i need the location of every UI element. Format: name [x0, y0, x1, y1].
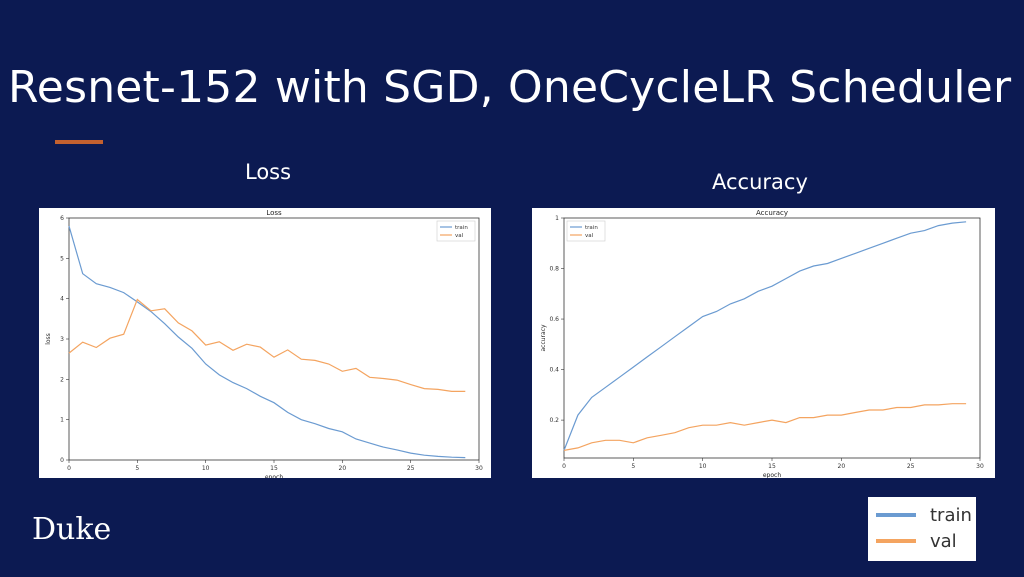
loss-legend-box — [436, 220, 476, 242]
accuracy-legend-box — [566, 220, 606, 242]
accuracy-plot-frame — [563, 217, 981, 459]
loss-chart: Loss epoch loss 0 5 10 15 20 25 30 0 1 2 3 4 5 6 train val — [45, 209, 483, 478]
accuracy-x-axis-label: epoch — [763, 472, 781, 478]
loss-x-tick-label: 20 — [339, 465, 347, 472]
loss-y-tick-label: 2 — [60, 376, 64, 383]
loss-y-tick-label: 4 — [60, 296, 64, 303]
accuracy-y-tick-label: 0.4 — [549, 367, 559, 374]
loss-plot-frame — [68, 217, 480, 461]
loss-y-tick-label: 5 — [60, 255, 64, 262]
title-accent-bar — [55, 140, 103, 144]
accuracy-chart: Accuracy epoch accuracy 0 5 10 15 20 25 30 0.2 0.4 0… — [540, 209, 984, 478]
accuracy-y-tick-label: 0.6 — [549, 316, 559, 323]
loss-x-tick-label: 15 — [270, 465, 278, 472]
loss-x-tick-label: 30 — [475, 465, 483, 472]
loss-series-val-line — [68, 298, 466, 392]
train-swatch — [876, 513, 916, 517]
accuracy-legend-label-val: val — [585, 233, 594, 239]
loss-x-tick-label: 25 — [407, 465, 415, 472]
legend-train-label: train — [930, 504, 972, 526]
accuracy-x-tick-label: 25 — [907, 463, 915, 470]
loss-caption: Loss — [245, 160, 292, 184]
loss-y-tick-label: 6 — [60, 215, 64, 222]
accuracy-series-val-line — [563, 403, 967, 451]
accuracy-legend-label-train: train — [585, 225, 598, 231]
legend-item-train: train — [876, 504, 972, 526]
accuracy-x-tick-label: 0 — [562, 463, 566, 470]
accuracy-y-tick-label: 0.8 — [549, 266, 559, 273]
loss-y-tick-label: 0 — [60, 457, 64, 464]
loss-legend-label-val: val — [455, 233, 464, 239]
accuracy-x-tick-label: 10 — [699, 463, 707, 470]
accuracy-caption: Accuracy — [712, 170, 808, 194]
loss-chart-title: Loss — [266, 209, 282, 217]
accuracy-chart-title: Accuracy — [756, 209, 788, 217]
loss-x-tick-label: 10 — [202, 465, 210, 472]
accuracy-x-tick-label: 15 — [768, 463, 776, 470]
accuracy-chart-panel: Accuracy epoch accuracy 0 5 10 15 20 25 30 0.2 0.4 0… — [532, 208, 995, 478]
accuracy-x-tick-label: 30 — [976, 463, 984, 470]
loss-y-axis-label: loss — [45, 333, 52, 345]
loss-series-train-line — [68, 225, 466, 459]
slide-title: Resnet-152 with SGD, OneCycleLR Schedule… — [8, 62, 1012, 113]
loss-x-tick-label: 0 — [67, 465, 71, 472]
legend-val-label: val — [930, 530, 957, 552]
legend-item-val: val — [876, 530, 957, 552]
accuracy-y-axis-label: accuracy — [540, 324, 547, 352]
val-swatch — [876, 539, 916, 543]
accuracy-y-tick-label: 1 — [555, 215, 559, 222]
loss-chart-panel: Loss epoch loss 0 5 10 15 20 25 30 0 1 2 3 4 5 6 train val — [39, 208, 491, 478]
loss-x-tick-label: 5 — [135, 465, 139, 472]
duke-logo: Duke — [32, 512, 112, 547]
loss-legend-label-train: train — [455, 225, 468, 231]
accuracy-y-tick-label: 0.2 — [549, 417, 559, 424]
accuracy-x-tick-label: 5 — [631, 463, 635, 470]
accuracy-series-train-line — [563, 221, 967, 451]
loss-y-tick-label: 1 — [60, 417, 64, 424]
accuracy-x-tick-label: 20 — [838, 463, 846, 470]
legend-key: train val — [868, 497, 976, 561]
loss-x-axis-label: epoch — [265, 474, 283, 478]
loss-y-tick-label: 3 — [60, 336, 64, 343]
